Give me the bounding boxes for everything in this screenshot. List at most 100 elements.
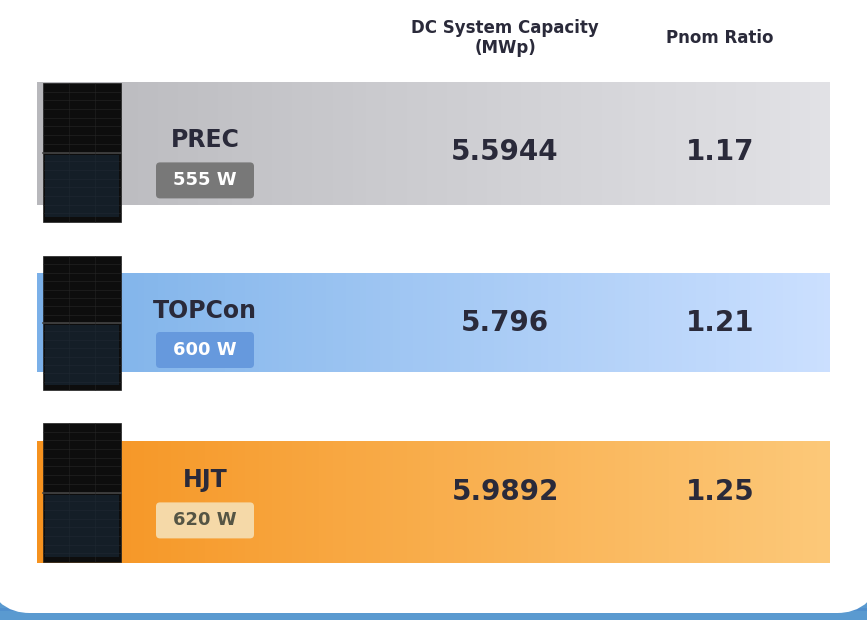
- Bar: [212, 75, 218, 230]
- Bar: [117, 415, 125, 570]
- Bar: [43, 256, 121, 390]
- Bar: [474, 248, 481, 398]
- Bar: [514, 415, 521, 570]
- Bar: [555, 415, 562, 570]
- Bar: [258, 248, 266, 398]
- Text: 620 W: 620 W: [173, 512, 237, 529]
- Bar: [790, 415, 797, 570]
- Bar: [729, 75, 737, 230]
- Bar: [326, 248, 333, 398]
- Bar: [655, 415, 662, 570]
- Bar: [144, 415, 152, 570]
- Bar: [494, 248, 501, 398]
- Bar: [474, 415, 481, 570]
- Bar: [756, 415, 764, 570]
- Bar: [582, 75, 589, 230]
- Bar: [487, 248, 494, 398]
- Bar: [507, 75, 515, 230]
- Bar: [777, 415, 784, 570]
- Bar: [790, 75, 797, 230]
- Bar: [97, 75, 105, 230]
- Bar: [675, 415, 683, 570]
- Bar: [117, 248, 125, 398]
- Bar: [199, 248, 205, 398]
- Bar: [245, 75, 252, 230]
- Bar: [231, 75, 239, 230]
- Bar: [165, 248, 172, 398]
- Bar: [185, 75, 192, 230]
- Bar: [615, 415, 623, 570]
- Bar: [407, 248, 414, 398]
- Bar: [534, 248, 542, 398]
- Bar: [655, 248, 662, 398]
- Bar: [272, 248, 279, 398]
- Bar: [440, 75, 447, 230]
- Bar: [400, 248, 407, 398]
- Bar: [366, 248, 374, 398]
- Bar: [218, 248, 225, 398]
- Bar: [360, 415, 367, 570]
- Bar: [245, 248, 252, 398]
- Bar: [548, 415, 555, 570]
- Bar: [467, 415, 474, 570]
- Text: 1.21: 1.21: [686, 309, 754, 337]
- Bar: [333, 75, 340, 230]
- Bar: [77, 248, 84, 398]
- Bar: [366, 75, 374, 230]
- Bar: [131, 75, 138, 230]
- Bar: [750, 415, 757, 570]
- Bar: [70, 415, 77, 570]
- Bar: [460, 75, 467, 230]
- Bar: [743, 75, 750, 230]
- Bar: [360, 248, 367, 398]
- Bar: [642, 415, 649, 570]
- Bar: [380, 415, 387, 570]
- Bar: [528, 415, 535, 570]
- Bar: [366, 415, 374, 570]
- Bar: [111, 415, 118, 570]
- Bar: [387, 75, 394, 230]
- Bar: [770, 248, 777, 398]
- Bar: [615, 75, 623, 230]
- Bar: [420, 75, 427, 230]
- Bar: [192, 248, 199, 398]
- Bar: [729, 415, 737, 570]
- Bar: [279, 415, 286, 570]
- Bar: [171, 415, 179, 570]
- Bar: [689, 75, 696, 230]
- Bar: [43, 248, 50, 398]
- Bar: [400, 415, 407, 570]
- Bar: [783, 75, 791, 230]
- Bar: [326, 75, 333, 230]
- Text: 1.17: 1.17: [686, 138, 754, 167]
- Bar: [339, 75, 347, 230]
- Bar: [682, 415, 689, 570]
- Bar: [804, 75, 811, 230]
- Bar: [104, 75, 111, 230]
- Bar: [507, 415, 515, 570]
- Bar: [97, 415, 105, 570]
- Bar: [414, 415, 420, 570]
- Bar: [555, 248, 562, 398]
- Bar: [709, 75, 716, 230]
- Bar: [668, 248, 676, 398]
- Text: TOPCon: TOPCon: [153, 299, 257, 323]
- Bar: [299, 248, 306, 398]
- Bar: [582, 415, 589, 570]
- Bar: [763, 75, 770, 230]
- Bar: [306, 248, 313, 398]
- Bar: [111, 248, 118, 398]
- Bar: [777, 248, 784, 398]
- Bar: [43, 423, 121, 562]
- Bar: [649, 75, 656, 230]
- Bar: [380, 75, 387, 230]
- Bar: [225, 248, 232, 398]
- Bar: [319, 415, 326, 570]
- Bar: [797, 248, 804, 398]
- Bar: [43, 415, 50, 570]
- Bar: [238, 415, 245, 570]
- Bar: [45, 325, 119, 385]
- Bar: [50, 248, 57, 398]
- Bar: [615, 248, 623, 398]
- Bar: [138, 75, 145, 230]
